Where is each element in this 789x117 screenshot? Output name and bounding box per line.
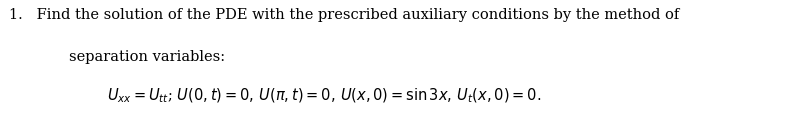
- Text: $U_{xx}=U_{tt}$; $U(0,t)=0,\,U(\pi,t)=0,\,U(x,0)=\sin 3x,\,U_{t}(x,0)=0.$: $U_{xx}=U_{tt}$; $U(0,t)=0,\,U(\pi,t)=0,…: [107, 87, 540, 105]
- Text: 1.   Find the solution of the PDE with the prescribed auxiliary conditions by th: 1. Find the solution of the PDE with the…: [9, 8, 679, 22]
- Text: separation variables:: separation variables:: [69, 50, 226, 64]
